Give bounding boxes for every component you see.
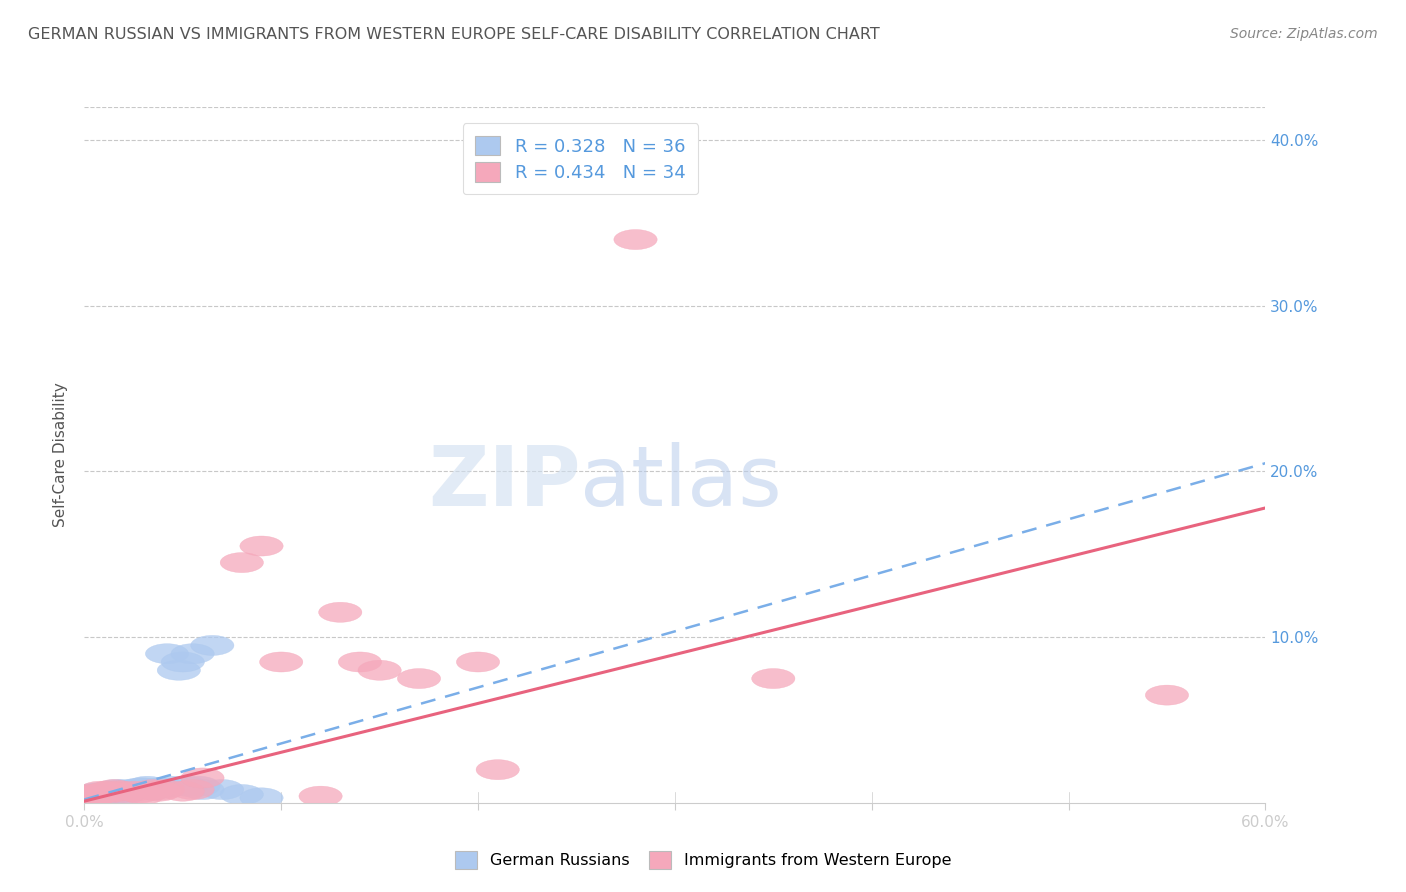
Legend: R = 0.328   N = 36, R = 0.434   N = 34: R = 0.328 N = 36, R = 0.434 N = 34 (463, 123, 699, 194)
Text: ZIP: ZIP (427, 442, 581, 524)
Text: atlas: atlas (581, 442, 782, 524)
Legend: German Russians, Immigrants from Western Europe: German Russians, Immigrants from Western… (449, 845, 957, 875)
Text: Source: ZipAtlas.com: Source: ZipAtlas.com (1230, 27, 1378, 41)
Y-axis label: Self-Care Disability: Self-Care Disability (53, 383, 69, 527)
Text: GERMAN RUSSIAN VS IMMIGRANTS FROM WESTERN EUROPE SELF-CARE DISABILITY CORRELATIO: GERMAN RUSSIAN VS IMMIGRANTS FROM WESTER… (28, 27, 880, 42)
